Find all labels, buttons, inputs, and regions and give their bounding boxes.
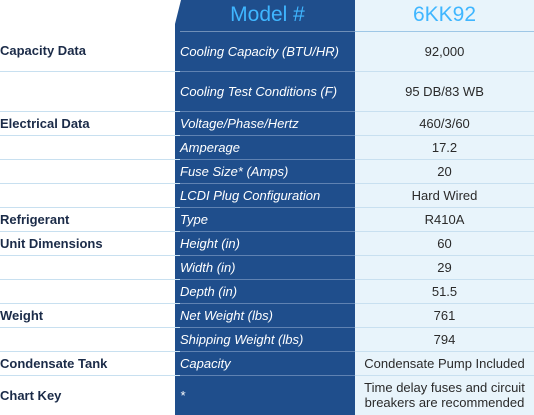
- row-category: [0, 159, 180, 184]
- row-category: Condensate Tank: [0, 351, 180, 376]
- row-value: 20: [355, 159, 534, 184]
- row-value: 60: [355, 231, 534, 256]
- row-attribute: Cooling Capacity (BTU/HR): [180, 31, 355, 72]
- row-value: Condensate Pump Included: [355, 351, 534, 376]
- row-attribute: Shipping Weight (lbs): [180, 327, 355, 352]
- table-row: Refrigerant Type R410A: [0, 207, 534, 232]
- table-row: Amperage 17.2: [0, 135, 534, 160]
- row-value: 95 DB/83 WB: [355, 71, 534, 112]
- row-attribute: Depth (in): [180, 279, 355, 304]
- row-category: [0, 279, 180, 304]
- row-attribute: *: [180, 387, 186, 403]
- row-category: Electrical Data: [0, 111, 180, 136]
- table-row: Chart Key * Time delay fuses and circuit…: [0, 375, 534, 415]
- row-value: 92,000: [355, 31, 534, 72]
- row-value: 794: [355, 327, 534, 352]
- row-attribute: Voltage/Phase/Hertz: [180, 111, 355, 136]
- row-category: Refrigerant: [0, 207, 180, 232]
- row-value: 29: [355, 255, 534, 280]
- row-attribute: LCDI Plug Configuration: [180, 183, 355, 208]
- row-category: [0, 327, 180, 352]
- table-row: Unit Dimensions Height (in) 60: [0, 231, 534, 256]
- table-row: Width (in) 29: [0, 255, 534, 280]
- table-row: Cooling Test Conditions (F) 95 DB/83 WB: [0, 71, 534, 112]
- table-row: Weight Net Weight (lbs) 761: [0, 303, 534, 328]
- row-attribute: Width (in): [180, 255, 355, 280]
- table-row: Depth (in) 51.5: [0, 279, 534, 304]
- row-value: Hard Wired: [355, 183, 534, 208]
- row-category: Capacity Data: [0, 31, 180, 72]
- row-category: [0, 135, 180, 160]
- table-row: Shipping Weight (lbs) 794: [0, 327, 534, 352]
- row-category: Weight: [0, 303, 180, 328]
- row-value: 460/3/60: [355, 111, 534, 136]
- row-category: Unit Dimensions: [0, 231, 180, 256]
- row-attribute: Net Weight (lbs): [180, 303, 355, 328]
- row-attribute: Height (in): [180, 231, 355, 256]
- table-row: Fuse Size* (Amps) 20: [0, 159, 534, 184]
- table-row: Electrical Data Voltage/Phase/Hertz 460/…: [0, 111, 534, 136]
- header-blank-cell: [0, 0, 180, 31]
- row-attribute: Amperage: [180, 135, 355, 160]
- row-attribute: Capacity: [180, 351, 355, 376]
- table-row: Capacity Data Cooling Capacity (BTU/HR) …: [0, 31, 534, 72]
- row-value: R410A: [355, 207, 534, 232]
- row-attribute: Type: [180, 207, 355, 232]
- row-category: [0, 183, 180, 208]
- row-attribute: Cooling Test Conditions (F): [180, 71, 355, 112]
- row-value: 17.2: [355, 135, 534, 160]
- row-category: [0, 255, 180, 280]
- row-value: 51.5: [355, 279, 534, 304]
- table-row: LCDI Plug Configuration Hard Wired: [0, 183, 534, 208]
- row-value: Time delay fuses and circuit breakers ar…: [355, 375, 534, 415]
- row-attribute: Fuse Size* (Amps): [180, 159, 355, 184]
- row-category: Chart Key: [0, 387, 62, 403]
- row-category: [0, 71, 180, 112]
- table-row: Condensate Tank Capacity Condensate Pump…: [0, 351, 534, 376]
- model-label: Model #: [180, 0, 355, 32]
- row-value: 761: [355, 303, 534, 328]
- model-value: 6KK92: [355, 0, 534, 32]
- table-header-row: Model # 6KK92: [0, 0, 534, 32]
